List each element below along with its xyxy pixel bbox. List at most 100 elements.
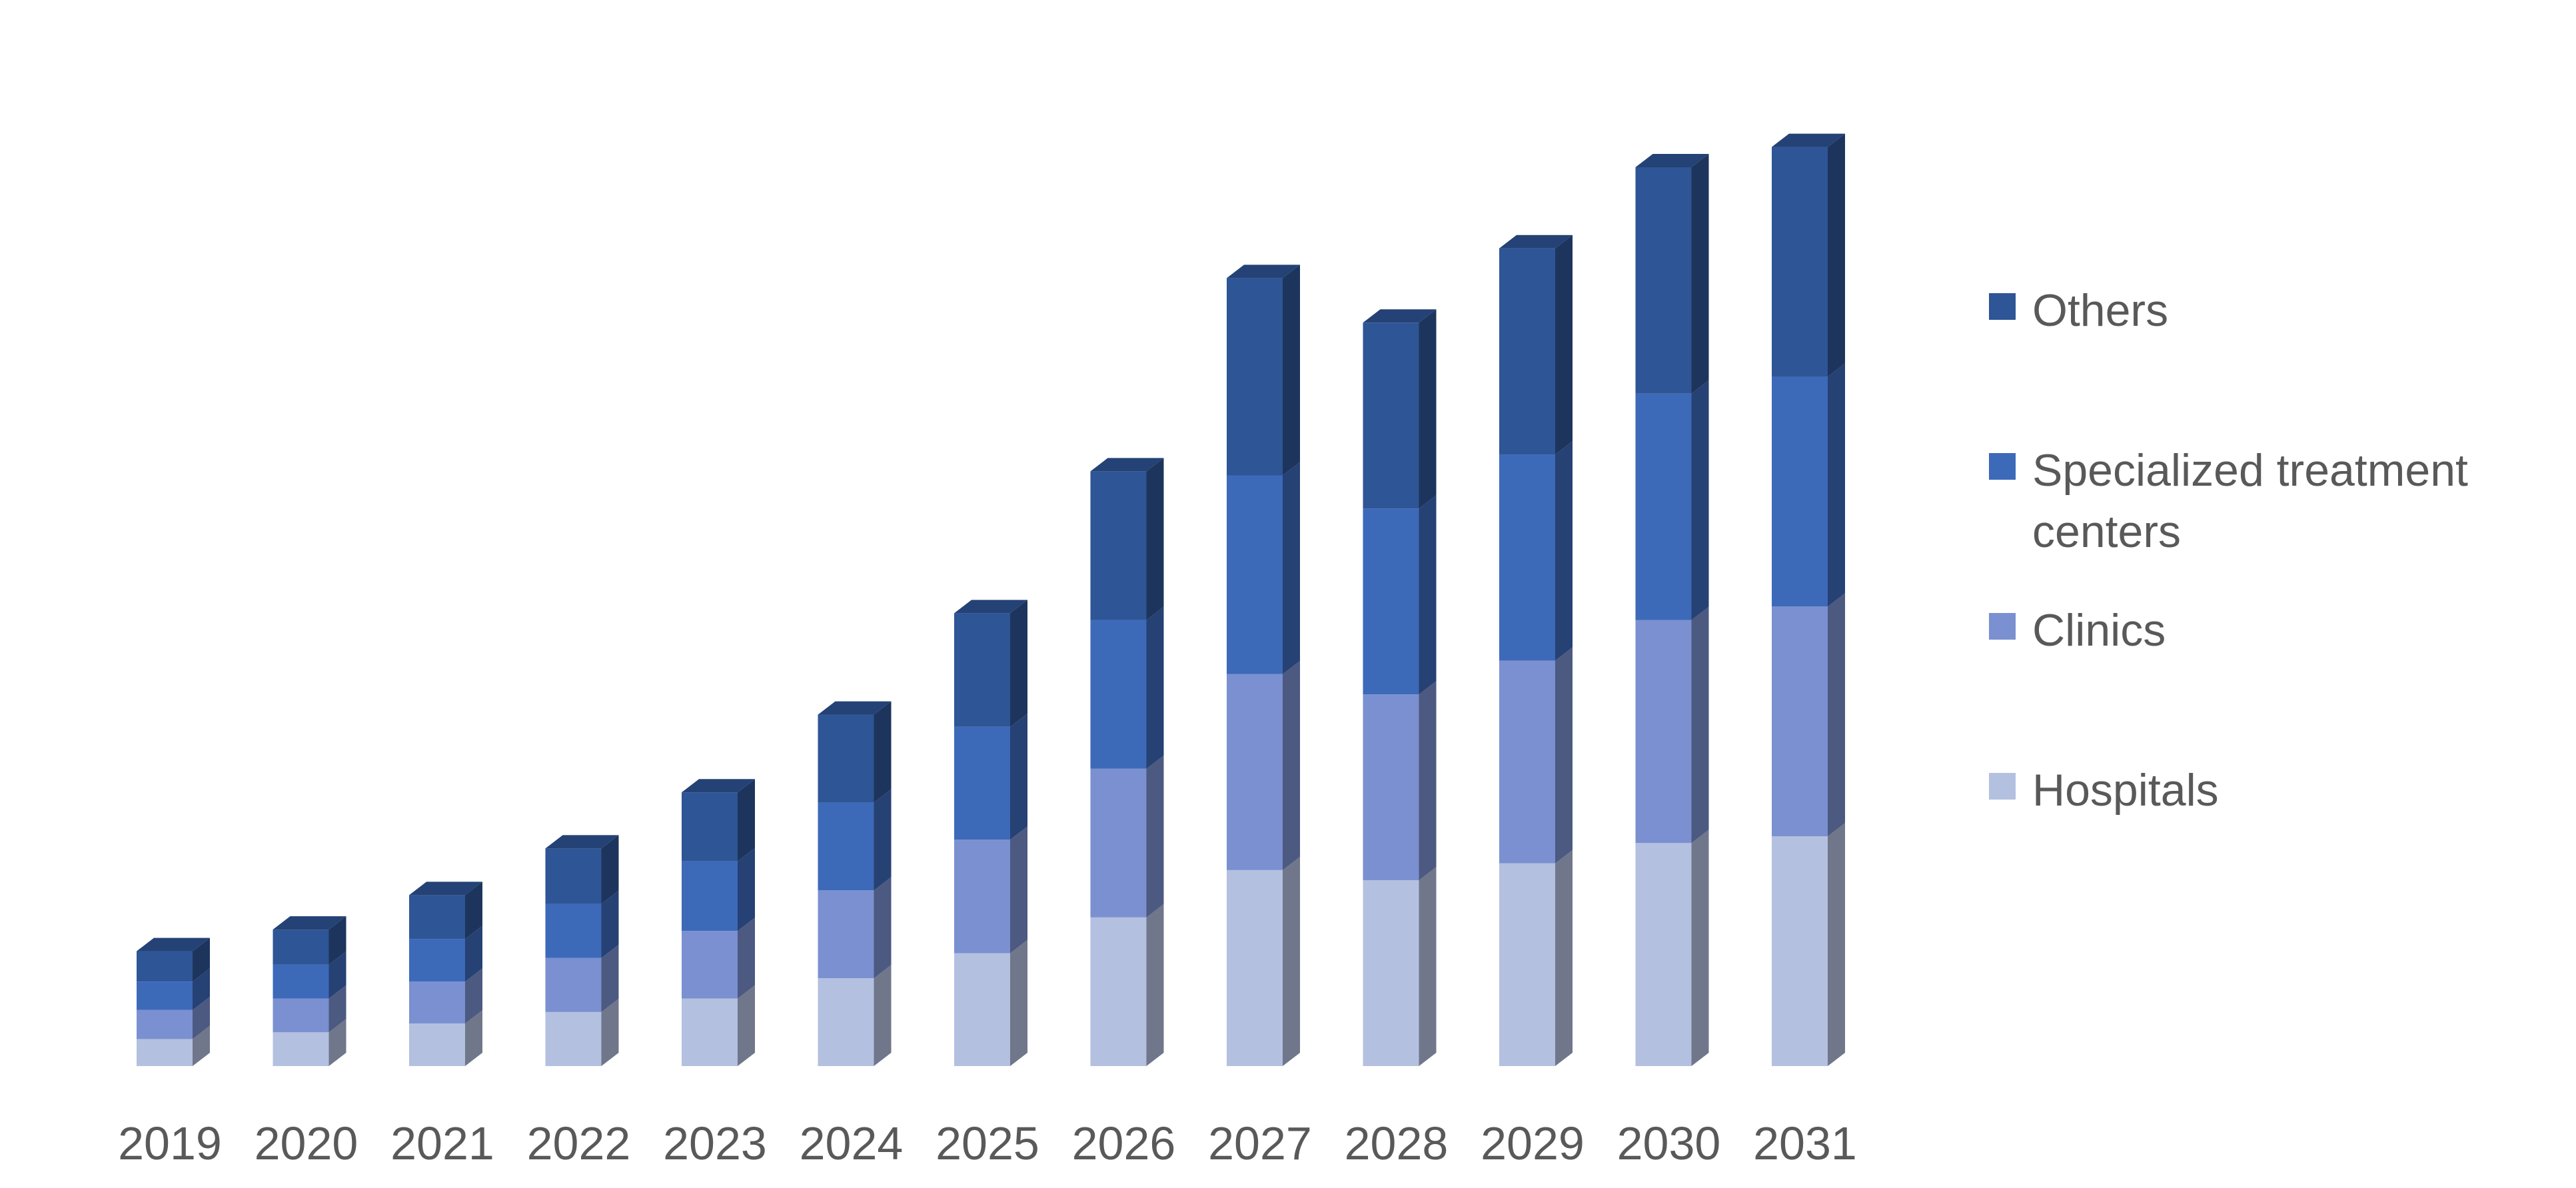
x-axis-tick-labels: 2019 2020 2021 2022 2023 2024 2025 2026 2027 2028… (118, 1117, 1857, 1169)
bar-side-specialized-treatment-centers-2022 (601, 890, 619, 958)
bar-side-others-2027 (1283, 265, 1300, 476)
bar-side-hospitals-2022 (601, 998, 619, 1066)
bar-top-2025 (954, 600, 1027, 614)
bar-side-others-2029 (1555, 235, 1573, 455)
bar-side-hospitals-2026 (1146, 903, 1164, 1066)
bar-side-others-2024 (874, 701, 892, 803)
bar-top-2022 (545, 835, 619, 849)
bar-specialized-treatment-centers-2022 (545, 903, 602, 958)
bar-side-others-2025 (1010, 600, 1027, 727)
bar-side-hospitals-2024 (874, 965, 892, 1066)
bar-side-clinics-2025 (1010, 826, 1027, 953)
bar-others-2019 (137, 951, 193, 982)
bar-side-specialized-treatment-centers-2019 (193, 968, 210, 1010)
bar-top-2028 (1363, 309, 1437, 323)
bar-side-others-2019 (193, 937, 210, 982)
bar-others-2026 (1090, 471, 1147, 620)
bar-hospitals-2024 (818, 978, 874, 1066)
bar-side-hospitals-2029 (1555, 850, 1573, 1066)
x-tick-label-2025: 2025 (936, 1117, 1039, 1169)
bar-clinics-2024 (818, 890, 874, 979)
bar-side-others-2022 (601, 835, 619, 904)
bar-side-others-2028 (1419, 309, 1437, 509)
bar-hospitals-2019 (137, 1039, 193, 1066)
bar-side-others-2030 (1691, 154, 1709, 394)
bar-side-hospitals-2031 (1828, 823, 1845, 1066)
bar-side-specialized-treatment-centers-2020 (328, 951, 346, 999)
bar-side-specialized-treatment-centers-2024 (874, 789, 892, 891)
legend-swatch-specialized-treatment-centers (1989, 453, 2016, 480)
bar-hospitals-2020 (273, 1032, 329, 1066)
bar-clinics-2025 (954, 840, 1010, 953)
bar-top-2020 (273, 916, 346, 930)
bar-hospitals-2022 (545, 1011, 602, 1066)
x-tick-label-2029: 2029 (1481, 1117, 1585, 1169)
bar-stack-2029 (1499, 235, 1573, 1066)
bar-clinics-2029 (1499, 660, 1555, 864)
bar-side-hospitals-2019 (193, 1025, 210, 1066)
bar-clinics-2028 (1363, 694, 1419, 881)
x-tick-label-2031: 2031 (1753, 1117, 1857, 1169)
bar-clinics-2027 (1227, 674, 1283, 870)
bar-clinics-2030 (1635, 620, 1692, 844)
bar-side-clinics-2030 (1691, 606, 1709, 844)
legend-swatch-hospitals (1989, 773, 2016, 800)
legend-label-others: Others (2032, 285, 2169, 336)
bar-clinics-2019 (137, 1009, 193, 1039)
bar-side-hospitals-2020 (328, 1019, 346, 1066)
bar-others-2023 (682, 792, 738, 862)
bar-stack-2025 (954, 600, 1027, 1066)
bar-side-hospitals-2023 (738, 985, 755, 1066)
bar-specialized-treatment-centers-2028 (1363, 508, 1419, 695)
bar-stack-2021 (409, 882, 482, 1066)
bar-hospitals-2023 (682, 998, 738, 1066)
bar-clinics-2022 (545, 957, 602, 1012)
bar-hospitals-2026 (1090, 917, 1147, 1066)
bar-side-specialized-treatment-centers-2028 (1419, 495, 1437, 695)
bar-clinics-2031 (1772, 606, 1828, 837)
bar-side-others-2031 (1828, 133, 1845, 377)
bar-others-2022 (545, 848, 602, 904)
bar-side-specialized-treatment-centers-2023 (738, 848, 755, 931)
bar-side-hospitals-2025 (1010, 939, 1027, 1066)
bar-others-2021 (409, 895, 465, 939)
bar-others-2029 (1499, 248, 1555, 455)
bar-stack-2030 (1635, 154, 1709, 1066)
bar-top-2029 (1499, 235, 1573, 249)
bar-side-specialized-treatment-centers-2031 (1828, 363, 1845, 607)
bar-side-hospitals-2028 (1419, 867, 1437, 1066)
x-tick-label-2026: 2026 (1072, 1117, 1176, 1169)
bar-specialized-treatment-centers-2031 (1772, 376, 1828, 607)
bar-stack-2026 (1090, 458, 1164, 1066)
legend-label-specialized-treatment-centers: Specialized treatment centers (2032, 445, 2468, 557)
bar-top-2031 (1772, 133, 1845, 147)
bar-stack-2022 (545, 835, 619, 1066)
x-tick-label-2019: 2019 (118, 1117, 222, 1169)
bar-side-hospitals-2027 (1283, 856, 1300, 1066)
bar-side-clinics-2029 (1555, 647, 1573, 864)
x-tick-label-2030: 2030 (1617, 1117, 1721, 1169)
bar-side-clinics-2019 (193, 996, 210, 1039)
bar-side-clinics-2022 (601, 944, 619, 1012)
bar-stack-2028 (1363, 309, 1437, 1066)
x-tick-label-2024: 2024 (800, 1117, 904, 1169)
bar-stack-2031 (1772, 133, 1845, 1066)
bar-top-2027 (1227, 265, 1300, 279)
bars-group (137, 133, 1845, 1066)
bar-side-specialized-treatment-centers-2025 (1010, 713, 1027, 840)
bar-side-hospitals-2030 (1691, 830, 1709, 1066)
bar-specialized-treatment-centers-2029 (1499, 454, 1555, 661)
bar-stack-2023 (682, 779, 755, 1066)
bar-specialized-treatment-centers-2025 (954, 726, 1010, 840)
bar-side-specialized-treatment-centers-2029 (1555, 441, 1573, 661)
bar-top-2030 (1635, 154, 1709, 167)
bar-side-specialized-treatment-centers-2026 (1146, 606, 1164, 769)
bar-clinics-2020 (273, 998, 329, 1033)
bar-top-2019 (137, 937, 210, 951)
bar-side-specialized-treatment-centers-2030 (1691, 380, 1709, 620)
bar-others-2031 (1772, 147, 1828, 377)
bar-others-2027 (1227, 278, 1283, 476)
bar-clinics-2023 (682, 931, 738, 999)
bar-others-2024 (818, 714, 874, 803)
x-tick-label-2020: 2020 (255, 1117, 358, 1169)
